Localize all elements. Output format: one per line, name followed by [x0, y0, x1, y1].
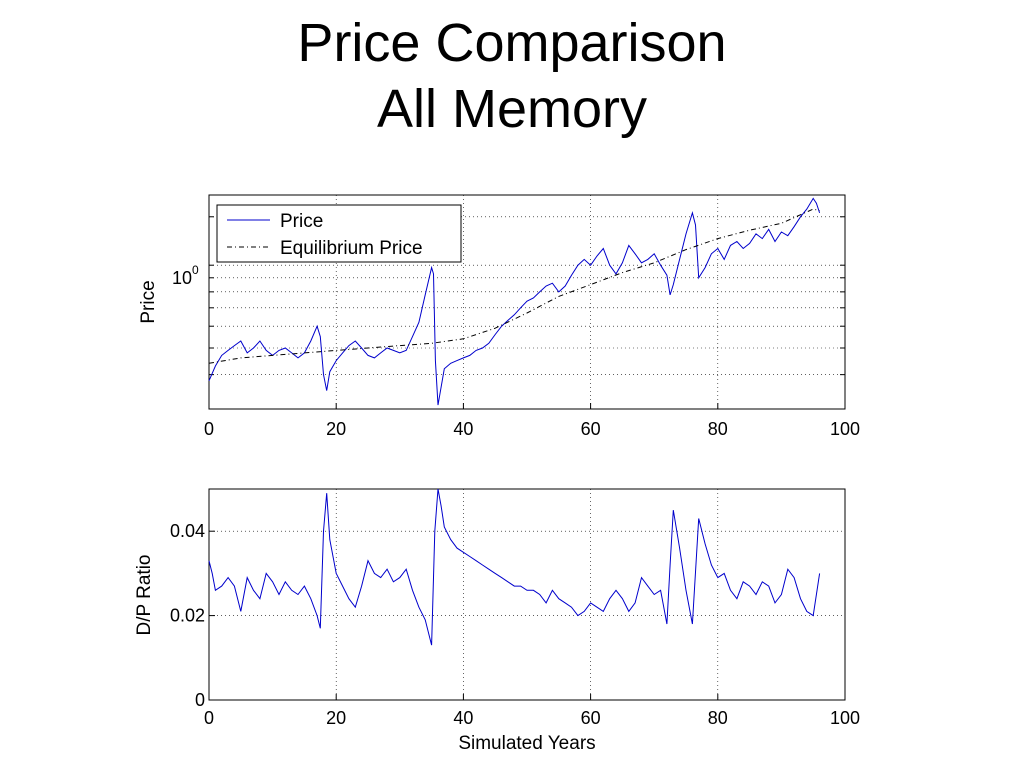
price-x-tick-label: 80 — [708, 419, 728, 439]
dp-y-axis-label: D/P Ratio — [134, 555, 155, 636]
slide-subtitle: All Memory — [376, 79, 648, 139]
slide-title-block: Price Comparison All Memory — [0, 10, 1024, 142]
dp-x-tick-label: 0 — [204, 708, 214, 728]
price-x-tick-label: 20 — [326, 419, 346, 439]
dp-x-tick-label: 40 — [453, 708, 473, 728]
dp-y-tick-label: 0 — [195, 690, 205, 710]
price-x-tick-label: 0 — [204, 419, 214, 439]
price-y-axis-label: Price — [138, 280, 159, 323]
dp-x-tick-label: 100 — [830, 708, 860, 728]
dp-x-ticks: 0 20 40 60 80 100 — [204, 694, 860, 728]
dp-x-axis-label: Simulated Years — [458, 733, 595, 754]
dp-ratio-chart: 0 20 40 60 80 100 0 0.02 0.04 D/P Ratio Simulat… — [134, 488, 860, 754]
price-grid — [208, 195, 846, 410]
dp-ratio-series-line — [208, 488, 821, 646]
legend-price-label: Price — [280, 211, 323, 232]
dp-series-line — [208, 488, 821, 646]
legend-equilibrium-label: Equilibrium Price — [280, 238, 423, 259]
price-series-line — [208, 197, 821, 406]
price-x-ticks: 0 20 40 60 80 100 — [204, 403, 860, 439]
dp-x-tick-label: 20 — [326, 708, 346, 728]
legend-box — [216, 204, 462, 263]
equilibrium-price-series-line — [208, 208, 820, 364]
dp-x-tick-label: 80 — [708, 708, 728, 728]
price-x-tick-label: 40 — [453, 419, 473, 439]
price-series-lines — [208, 197, 821, 406]
dp-plot-area — [208, 488, 846, 701]
price-chart: 0 20 40 60 80 100 100 Price Price Equilibrium… — [138, 194, 860, 439]
dp-x-tick-label: 60 — [581, 708, 601, 728]
price-legend: Price Equilibrium Price — [216, 204, 462, 263]
dp-y-tick-label: 0.02 — [170, 606, 205, 626]
price-y-tick-label: 100 — [172, 263, 199, 288]
dp-y-tick-label: 0.04 — [170, 521, 205, 541]
price-x-tick-label: 100 — [830, 419, 860, 439]
price-x-tick-label: 60 — [581, 419, 601, 439]
slide-title: Price Comparison — [297, 13, 727, 73]
dp-y-ticks: 0 0.02 0.04 — [170, 521, 215, 710]
